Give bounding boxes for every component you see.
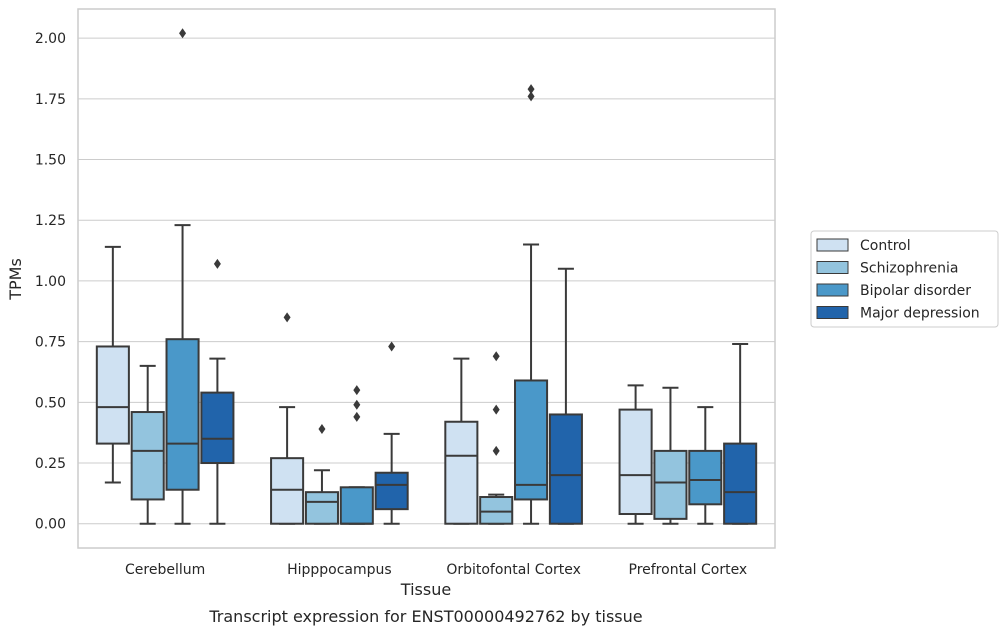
- y-tick-label: 0.75: [35, 335, 66, 351]
- box-body: [548, 413, 583, 525]
- y-tick-label: 0.50: [35, 395, 66, 411]
- outlier-point: [527, 84, 535, 95]
- outlier-point: [353, 411, 361, 422]
- box-group: [304, 424, 339, 525]
- legend-label: Major depression: [860, 306, 980, 322]
- y-tick-label: 1.50: [35, 153, 66, 169]
- box-body: [514, 379, 549, 501]
- box-group: [339, 385, 374, 525]
- legend-swatch: [816, 261, 849, 274]
- y-tick-label: 1.00: [35, 274, 66, 290]
- box-body: [270, 457, 305, 525]
- box-body: [95, 345, 130, 445]
- box-body: [444, 420, 479, 525]
- box-body: [165, 338, 200, 491]
- box-body: [618, 408, 653, 516]
- outlier-point: [283, 312, 291, 323]
- box-group: [548, 267, 583, 525]
- x-tick-labels: Cerebellum Hipppocampus Orbitofontal Corte…: [125, 562, 747, 578]
- box-body: [653, 449, 688, 520]
- legend: Control Schizophrenia Bipolar disorder Majo…: [810, 230, 999, 328]
- legend-frame: [810, 230, 999, 328]
- box-group: [374, 341, 409, 525]
- box-body: [130, 411, 165, 501]
- outlier-point: [492, 445, 500, 456]
- box-group: [618, 384, 653, 525]
- box-body: [723, 442, 758, 525]
- y-tick-label: 0.25: [35, 456, 66, 472]
- chart-caption: Transcript expression for ENST0000049276…: [208, 607, 642, 626]
- legend-label: Schizophrenia: [860, 261, 958, 277]
- box-body: [339, 486, 374, 525]
- box-group: [479, 351, 514, 525]
- y-tick-label: 0.00: [35, 517, 66, 533]
- y-tick-labels: 0.00 0.25 0.50 0.75 1.00 1.25 1.50 1.75 2.00: [35, 31, 66, 533]
- box-group: [514, 84, 549, 525]
- box-group: [165, 28, 200, 525]
- box-group: [95, 245, 130, 484]
- y-tick-label: 1.25: [35, 213, 66, 229]
- box-group: [130, 364, 165, 525]
- outlier-point: [353, 399, 361, 410]
- box-body: [374, 471, 409, 511]
- outlier-point: [213, 258, 221, 269]
- outlier-point: [353, 385, 361, 396]
- x-axis-label: Tissue: [400, 580, 451, 599]
- outlier-point: [492, 404, 500, 415]
- box-body: [200, 391, 235, 465]
- box-group: [723, 343, 758, 525]
- box-group: [444, 357, 479, 525]
- box-body: [304, 491, 339, 525]
- legend-swatch: [816, 306, 849, 319]
- box-group: [653, 386, 688, 525]
- box-plot-area: [95, 28, 758, 525]
- box-group: [270, 312, 305, 525]
- outlier-point: [388, 341, 396, 352]
- box-body: [479, 496, 514, 525]
- x-tick-label: Hipppocampus: [287, 562, 392, 578]
- y-axis-label: TPMs: [6, 258, 25, 301]
- box-body: [688, 449, 723, 506]
- legend-swatch: [816, 238, 849, 252]
- outlier-point: [318, 424, 326, 435]
- plot-frame: [77, 8, 776, 549]
- legend-label: Bipolar disorder: [860, 283, 971, 299]
- x-tick-label: Cerebellum: [125, 562, 205, 578]
- y-tick-label: 1.75: [35, 92, 66, 108]
- x-tick-label: Orbitofontal Cortex: [446, 562, 581, 578]
- outlier-point: [492, 351, 500, 362]
- box-group: [688, 406, 723, 525]
- legend-swatch: [816, 283, 849, 297]
- legend-label: Control: [860, 238, 911, 254]
- box-group: [200, 258, 235, 525]
- outlier-point: [527, 91, 535, 102]
- x-tick-label: Prefrontal Cortex: [629, 562, 748, 578]
- outlier-point: [179, 28, 187, 39]
- y-tick-label: 2.00: [35, 31, 66, 47]
